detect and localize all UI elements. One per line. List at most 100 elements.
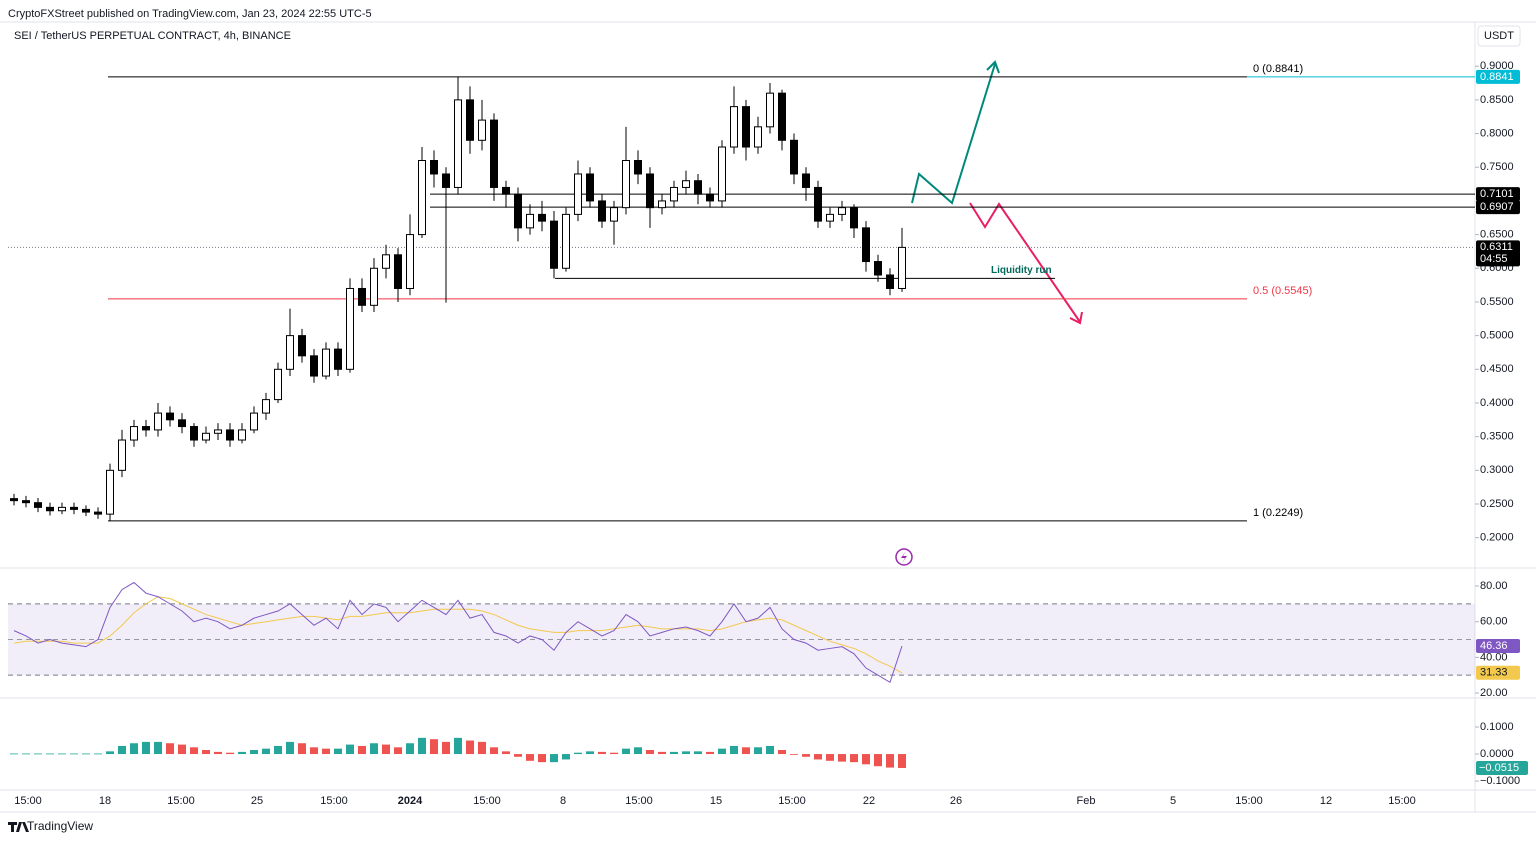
y-tick-label: 0.8000 [1480,127,1514,139]
histogram-bar [526,754,534,761]
histogram-bar [322,748,330,755]
candle-body [286,335,294,370]
candle-body [598,200,606,222]
candle-body [574,173,582,215]
histogram-bar [718,748,726,755]
price-badge [1476,200,1520,215]
candle-body [550,220,558,269]
histogram-bar [22,753,30,755]
histogram-bar [838,754,846,762]
candle-body [478,119,486,141]
candle-body [358,287,366,306]
histogram-bar [142,741,150,755]
histogram-bar [118,745,126,755]
candle-body [94,511,102,515]
histogram-bar [442,741,450,755]
histogram-bar [154,741,162,755]
histogram-bar [730,745,738,755]
y-tick-label: 0.6500 [1480,228,1514,240]
x-tick-label: Feb [1077,795,1096,807]
currency-button[interactable] [1477,25,1521,47]
candle-body [514,193,522,229]
histogram-bar [742,747,750,755]
publisher: CryptoFXStreet published on TradingView.… [8,8,372,20]
histogram-bar [502,751,510,755]
candle-body [274,368,282,401]
histogram-bar [766,745,774,755]
candle-body [178,419,186,428]
histogram-bar [214,751,222,755]
candle-body [250,412,258,431]
candle-body [394,254,402,289]
price-badge-label: 46.36 [1480,640,1508,652]
candle-body [118,439,126,471]
candle-body [382,254,390,269]
bearish-projection [969,202,1081,323]
candle-body [466,99,474,141]
candle-body [490,119,498,188]
histogram-bar [886,754,894,768]
candle-body [658,200,666,209]
candle-body [670,186,678,202]
candle-body [802,173,810,188]
indicator-line [13,581,903,684]
histogram-bar [706,751,714,755]
candle-body [142,426,150,431]
indicator-line [13,596,903,674]
candle-body [418,160,426,236]
candle-body [646,173,654,209]
histogram-bar [226,752,234,755]
histogram-bar [334,748,342,755]
x-tick-label: 8 [560,795,566,807]
candle-body [430,160,438,175]
bullish-projection [911,63,996,205]
histogram-bar [274,745,282,755]
x-tick-label: 15:00 [625,795,653,807]
candle-body [238,429,246,441]
candle-body [82,508,90,513]
histogram-bar [34,753,42,755]
arrow-head [986,60,1000,74]
histogram-bar [694,751,702,755]
candle-body [610,207,618,222]
candle-body [334,348,342,370]
y-tick-label: 0.2000 [1480,532,1514,544]
candle-body [850,207,858,229]
histogram-bar [370,743,378,755]
y-tick-label: 0.2500 [1480,498,1514,510]
candle-body [310,355,318,377]
x-tick-label: 26 [950,795,962,807]
histogram-bar [10,753,18,755]
candle-body [370,267,378,306]
candle-body [538,213,546,222]
histogram-bar [862,754,870,765]
candle-body [814,186,822,222]
histogram-bar [106,751,114,755]
candle-body [766,92,774,128]
histogram-bar [418,737,426,755]
histogram-bar [562,754,570,760]
x-tick-label: 25 [251,795,263,807]
candle-body [454,99,462,188]
candle-body [718,146,726,202]
price-badge [1476,240,1520,267]
price-badge-label: 0.6311 [1480,241,1513,253]
candle-body [22,500,30,504]
y-tick-label: 0.5500 [1480,296,1514,308]
fib-label: 0.5 (0.5545) [1253,285,1312,297]
histogram-bar [46,753,54,755]
x-tick-label: 15:00 [167,795,195,807]
histogram-bar [202,750,210,755]
histogram-bar [622,748,630,755]
y-tick-label: 0.0000 [1480,748,1514,760]
histogram-bar [490,747,498,755]
candle-body [826,213,834,222]
candle-body [190,426,198,441]
histogram-bar [262,748,270,755]
candle-body [778,92,786,141]
currency[interactable]: USDT [1484,30,1514,42]
candle-body [838,207,846,215]
y-tick-label: 0.3500 [1480,431,1514,443]
y-tick-label: 0.9000 [1480,60,1514,72]
